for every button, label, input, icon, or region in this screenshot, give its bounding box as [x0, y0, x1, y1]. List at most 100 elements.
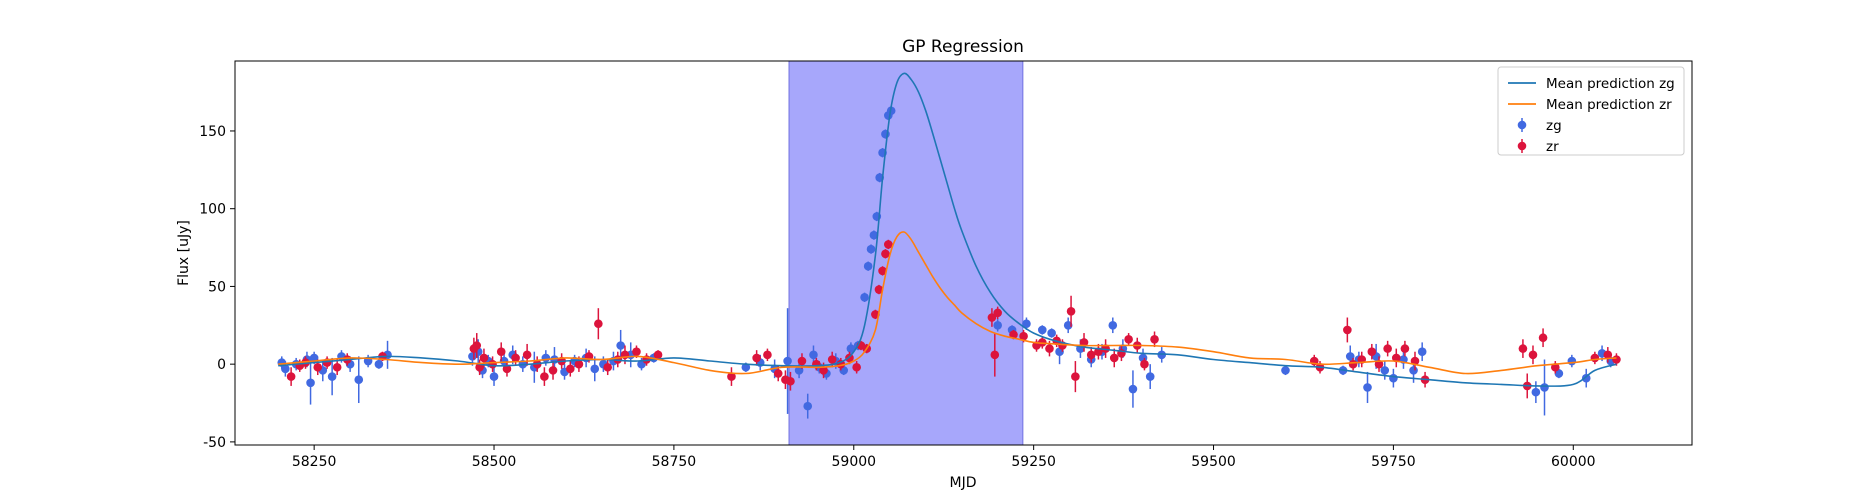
x-tick-label-58500: 58500: [472, 454, 517, 470]
point-zr-72: [1150, 334, 1159, 344]
axes-frame: [234, 60, 1693, 446]
point-zr-85: [1518, 344, 1528, 353]
point-zr-90: [1590, 353, 1600, 363]
highlight-span: [789, 61, 1023, 445]
legend-box: [1497, 66, 1685, 156]
point-zg-84: [1417, 347, 1427, 357]
point-zr-78: [1367, 347, 1377, 357]
point-zr-76: [1348, 359, 1358, 369]
x-tick-label-60000: 60000: [1551, 454, 1596, 470]
point-zr-88: [1538, 333, 1548, 343]
point-zg-70: [1128, 384, 1138, 394]
point-zg-87: [1554, 369, 1564, 378]
x-tick-label-59000: 59000: [832, 454, 877, 470]
point-zr-31: [727, 372, 736, 381]
point-zr-22: [574, 359, 584, 369]
point-zr-87: [1528, 350, 1538, 360]
point-zr-66: [1101, 344, 1110, 353]
point-zg-12: [374, 359, 384, 369]
point-zr-48: [878, 266, 887, 276]
y-tick-label-100: 100: [199, 202, 226, 218]
point-zr-53: [993, 308, 1002, 318]
point-zg-18: [489, 372, 499, 381]
point-zr-32: [752, 353, 761, 363]
point-zg-46: [846, 344, 856, 353]
legend-label-zr: zr: [1546, 139, 1559, 155]
point-zr-61: [1066, 306, 1076, 316]
point-zr-9: [472, 341, 482, 350]
x-tick-label-58750: 58750: [652, 454, 697, 470]
plot-content: [277, 61, 1621, 445]
y-tick-label--50: -50: [203, 435, 226, 451]
point-zg-49: [863, 261, 873, 271]
point-zr-82: [1400, 344, 1410, 353]
point-zr-81: [1391, 353, 1401, 363]
point-zr-89: [1550, 362, 1560, 372]
x-tick-label-58250: 58250: [292, 454, 337, 470]
point-zg-74: [1281, 366, 1290, 375]
point-zg-41: [809, 350, 818, 360]
point-zr-34: [773, 369, 783, 378]
point-zr-28: [632, 347, 641, 357]
point-zr-3: [313, 362, 323, 372]
point-zr-58: [1045, 344, 1054, 353]
point-zr-18: [540, 372, 549, 381]
point-zg-81: [1389, 373, 1398, 383]
chart-title: GP Regression: [902, 37, 1024, 57]
point-zg-61: [1037, 325, 1047, 335]
point-zg-7: [327, 372, 337, 381]
point-zr-67: [1109, 353, 1119, 363]
point-zr-69: [1124, 334, 1133, 344]
point-zg-60: [1022, 319, 1031, 329]
point-zg-40: [803, 401, 813, 411]
point-zr-0: [286, 372, 296, 381]
plot-area: 58250 58500 58750 59000 59250 59500 59750 60000…: [199, 60, 1693, 470]
legend: Mean prediction zg Mean prediction zr zg zr: [1497, 66, 1685, 156]
point-zg-62: [1047, 328, 1056, 338]
point-zg-4: [306, 378, 315, 388]
point-zg-80: [1380, 366, 1390, 375]
x-tick-label-59250: 59250: [1011, 454, 1056, 470]
point-zr-63: [1079, 338, 1089, 347]
point-zr-15: [511, 353, 520, 363]
point-zg-89: [1581, 373, 1591, 383]
point-zr-52: [990, 350, 1000, 360]
point-zg-48: [860, 293, 869, 302]
point-zr-14: [502, 364, 512, 374]
point-zg-10: [354, 375, 364, 385]
point-zr-16: [522, 350, 532, 360]
x-axis-label: MJD: [950, 475, 977, 491]
legend-label-zg: zg: [1546, 118, 1562, 134]
point-zr-11: [479, 353, 489, 363]
point-zr-91: [1603, 350, 1613, 360]
legend-marker-zg: [1517, 120, 1527, 130]
point-zr-33: [763, 350, 772, 360]
point-zr-25: [603, 362, 613, 372]
legend-label-mean-prediction-zg: Mean prediction zg: [1546, 76, 1675, 92]
point-zg-1: [281, 364, 290, 374]
point-zr-42: [845, 353, 854, 363]
y-tick-label-0: 0: [217, 357, 226, 373]
point-zg-38: [783, 356, 792, 366]
point-zg-83: [1409, 366, 1418, 375]
point-zr-47: [874, 285, 884, 294]
point-zr-39: [819, 366, 828, 375]
point-zr-5: [332, 362, 342, 372]
point-zr-71: [1140, 359, 1149, 369]
point-zg-51: [869, 230, 879, 240]
point-zr-54: [1009, 330, 1018, 339]
series-zr: [286, 239, 1621, 399]
point-zr-12: [488, 359, 497, 369]
line-mean-prediction-zr: [278, 231, 1617, 375]
point-zr-24: [594, 319, 603, 329]
point-zr-50: [884, 240, 893, 249]
point-zg-28: [590, 364, 600, 374]
point-zg-31: [616, 341, 625, 350]
point-zr-13: [496, 347, 506, 357]
point-zr-51: [987, 313, 997, 322]
point-zr-75: [1343, 325, 1352, 335]
point-zg-86: [1540, 383, 1549, 392]
y-tick-label-50: 50: [208, 279, 226, 295]
point-zr-49: [881, 249, 890, 259]
